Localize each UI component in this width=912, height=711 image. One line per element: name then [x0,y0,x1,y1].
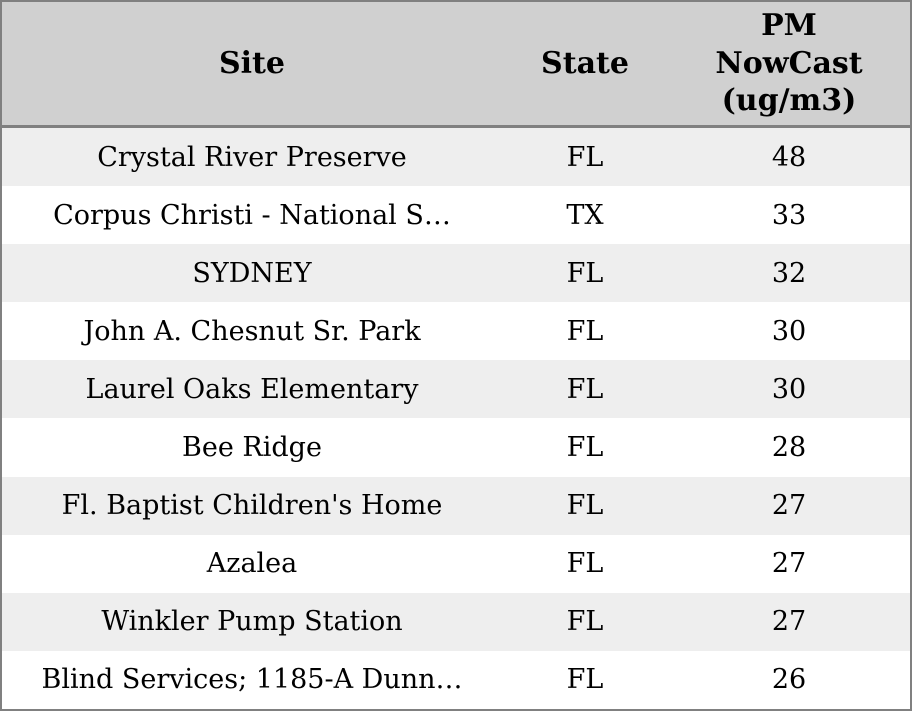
column-header-pm-nowcast: PM NowCast (ug/m3) [668,7,910,120]
cell-state: TX [566,199,604,231]
column-header-site: Site [2,45,502,83]
table-row: Blind Services; 1185-A Dunn… FL 26 [2,650,910,709]
table-header: Site State PM NowCast (ug/m3) [2,2,910,128]
cell-state: FL [566,432,604,464]
table-row: SYDNEY FL 32 [2,244,910,303]
cell-state: FL [566,606,604,638]
cell-pm-nowcast: 32 [771,257,807,289]
table-row: Bee Ridge FL 28 [2,418,910,477]
cell-site: Laurel Oaks Elementary [85,373,419,405]
cell-state: FL [566,548,604,580]
cell-state: FL [566,257,604,289]
table-row: Laurel Oaks Elementary FL 30 [2,360,910,419]
cell-site: Blind Services; 1185-A Dunn… [41,664,463,696]
table-row: Corpus Christi - National S… TX 33 [2,186,910,245]
cell-site: Crystal River Preserve [97,141,407,173]
column-header-state-label: State [541,45,629,81]
column-header-site-label: Site [218,45,285,81]
cell-pm-nowcast: 30 [771,315,807,347]
cell-site: Corpus Christi - National S… [53,199,451,231]
cell-site: SYDNEY [192,257,312,289]
cell-state: FL [566,373,604,405]
cell-site: Azalea [206,548,298,580]
cell-site: Winkler Pump Station [101,606,403,638]
column-header-state: State [502,45,668,83]
cell-state: FL [566,490,604,522]
table-row: John A. Chesnut Sr. Park FL 30 [2,302,910,361]
cell-pm-nowcast: 27 [771,606,807,638]
table-body: Crystal River Preserve FL 48 Corpus Chri… [2,128,910,709]
table-row: Azalea FL 27 [2,534,910,593]
column-header-pm-nowcast-label: PM NowCast (ug/m3) [715,8,863,119]
cell-site: John A. Chesnut Sr. Park [83,315,421,347]
cell-pm-nowcast: 33 [771,199,807,231]
cell-pm-nowcast: 30 [771,373,807,405]
table-row: Crystal River Preserve FL 48 [2,128,910,187]
table-row: Winkler Pump Station FL 27 [2,592,910,651]
cell-pm-nowcast: 27 [771,490,807,522]
cell-site: Fl. Baptist Children's Home [61,490,443,522]
table-row: Fl. Baptist Children's Home FL 27 [2,476,910,535]
cell-pm-nowcast: 26 [771,664,807,696]
cell-pm-nowcast: 28 [771,432,807,464]
cell-state: FL [566,141,604,173]
cell-pm-nowcast: 48 [771,141,807,173]
cell-site: Bee Ridge [182,432,322,464]
cell-state: FL [566,315,604,347]
cell-state: FL [566,664,604,696]
cell-pm-nowcast: 27 [771,548,807,580]
